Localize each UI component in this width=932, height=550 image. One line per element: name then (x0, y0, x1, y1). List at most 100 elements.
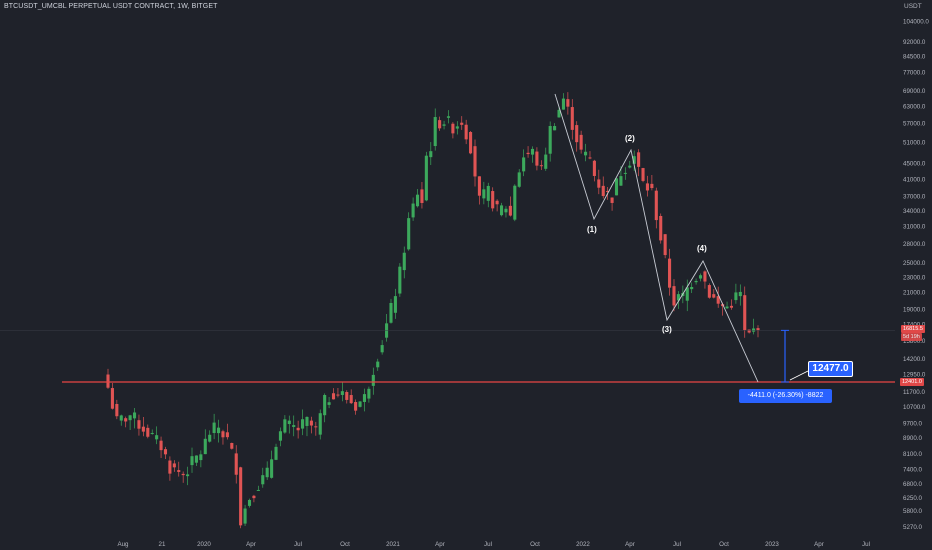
price-tick-label: 77000.0 (903, 69, 926, 76)
candle-body (610, 197, 614, 203)
candle-body (654, 190, 658, 221)
candle (690, 282, 694, 294)
candle (358, 401, 362, 408)
candle (438, 116, 442, 131)
time-tick-label: Jul (673, 541, 681, 548)
candle-body (331, 393, 336, 400)
candle-body (278, 431, 282, 441)
candle (265, 461, 269, 480)
candle (296, 420, 300, 439)
candle-body (252, 495, 256, 499)
candle-body (469, 132, 473, 154)
candle-body (243, 508, 247, 524)
candle (194, 455, 198, 467)
candle-body (256, 489, 260, 491)
candle (230, 442, 234, 450)
candle-body (499, 205, 504, 216)
candle (216, 419, 221, 443)
candle-body (756, 328, 760, 331)
candle-body (685, 287, 689, 301)
candle (168, 456, 172, 481)
time-axis: Aug 21 2020 Apr Jul Oct 2021 Apr Jul Oct 2022 Apr Ju… (117, 541, 869, 548)
candle (477, 176, 481, 205)
candle-body (725, 306, 729, 309)
measure-target-label[interactable]: 12477.0 (808, 361, 853, 377)
candle-body (623, 172, 627, 174)
candle (499, 202, 504, 217)
price-tick-label: 8100.0 (903, 451, 922, 458)
candle-body (522, 157, 526, 172)
candle-body (371, 374, 375, 386)
candle-body (619, 176, 623, 186)
candle (566, 92, 570, 115)
candles (106, 92, 760, 529)
candle-body (433, 117, 437, 147)
candle-body (597, 179, 601, 188)
candle-body (225, 432, 229, 438)
time-tick-label: 21 (159, 541, 166, 548)
candle-body (247, 499, 252, 506)
candle (508, 196, 512, 217)
price-tick-label: 19000.0 (903, 307, 926, 314)
candle (181, 471, 185, 483)
candle-body (557, 109, 561, 118)
price-tick-label: 57000.0 (903, 120, 926, 127)
candle (199, 450, 203, 468)
candle (115, 399, 119, 420)
wave-label-1: (1) (587, 225, 597, 234)
candle (106, 368, 110, 389)
candle-body (477, 176, 481, 196)
currency-label: USDT (904, 3, 922, 10)
price-tick-label: 69000.0 (903, 88, 926, 95)
candle-body (672, 286, 676, 306)
price-tick-label: 10700.0 (903, 404, 926, 411)
candle-body (690, 286, 694, 290)
candle-body (584, 151, 588, 156)
candle-body (464, 124, 468, 140)
candle (221, 429, 225, 445)
candle (274, 443, 278, 461)
candle (451, 122, 455, 139)
candle (597, 169, 601, 195)
candle-body (601, 185, 605, 197)
candle-body (429, 151, 433, 158)
candle (292, 415, 296, 437)
candle (429, 142, 433, 165)
candle-body (553, 126, 557, 131)
candle-body (407, 218, 411, 250)
candle-body (668, 258, 672, 288)
candle (517, 169, 521, 188)
candle (601, 176, 605, 199)
price-tick-label: 37000.0 (903, 194, 926, 201)
candle (177, 461, 181, 477)
candle (734, 283, 738, 304)
candle (725, 301, 729, 309)
candle-body (738, 291, 742, 297)
candle-body (592, 160, 596, 176)
candle-body (561, 98, 565, 110)
candle-body (645, 183, 650, 191)
candle (137, 414, 141, 436)
price-tick-label: 31000.0 (903, 224, 926, 231)
candle-body (606, 191, 610, 193)
candle-body (632, 156, 636, 164)
price-tick-label: 28000.0 (903, 241, 926, 248)
candle-body (283, 419, 287, 433)
candle-body (265, 467, 269, 478)
candle-body (650, 183, 654, 189)
price-tick-label: 14200.0 (903, 356, 926, 363)
candle-body (261, 475, 265, 485)
price-tick-label: 84500.0 (903, 54, 926, 61)
candle (694, 278, 698, 285)
measure-info-label[interactable]: -4411.0 (-26.30%) -8822 (739, 389, 832, 403)
candle (579, 130, 583, 154)
candle-body (535, 151, 539, 166)
candle-body (349, 395, 353, 404)
candle-body (389, 302, 393, 323)
candle-body (150, 432, 154, 434)
measure-pointer (789, 370, 809, 381)
price-tick-label: 7400.0 (903, 467, 922, 474)
candle-body (637, 152, 641, 167)
support-price-flag: 12401.0 (900, 378, 924, 386)
